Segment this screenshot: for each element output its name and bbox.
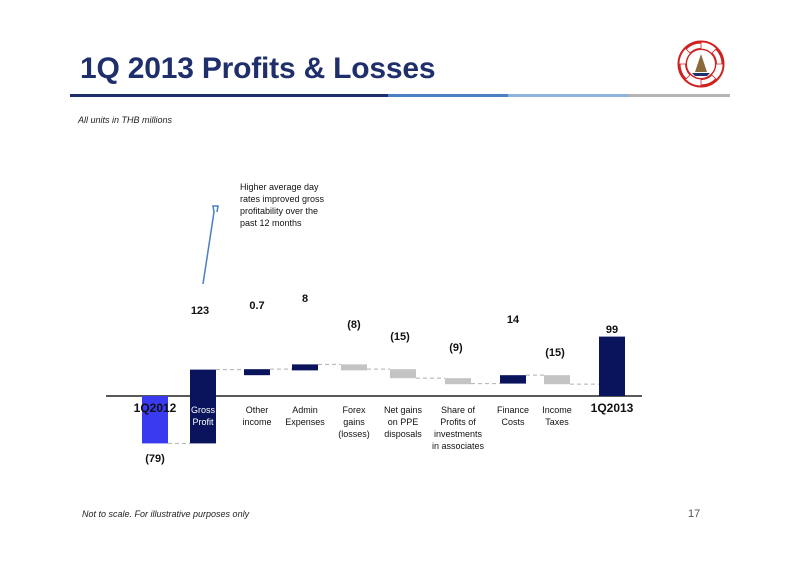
category-label-10: 1Q2013	[591, 401, 634, 415]
value-label-9: (15)	[545, 347, 565, 359]
bar-10	[599, 336, 625, 396]
gross-profit-annotation: Higher average day rates improved gross …	[240, 182, 325, 228]
bar-7	[445, 378, 471, 385]
title-rule-segment-2	[388, 94, 508, 97]
category-label-3: Other income	[242, 405, 271, 427]
page-number: 17	[688, 508, 701, 520]
bar-3	[244, 369, 270, 376]
bar-2	[190, 369, 216, 444]
category-label-1: 1Q2012	[134, 401, 177, 415]
footnote: Not to scale. For illustrative purposes …	[82, 509, 250, 519]
category-label-7: Share of Profits of investments in associat…	[432, 405, 485, 451]
bar-5	[341, 364, 367, 371]
value-label-1: (79)	[145, 453, 165, 465]
title-rule-segment-3	[508, 94, 628, 97]
value-label-10: 99	[606, 324, 618, 336]
units-note: All units in THB millions	[78, 115, 173, 125]
category-label-9: Income Taxes	[542, 405, 572, 427]
value-label-6: (15)	[390, 331, 410, 343]
value-label-3: 0.7	[249, 300, 264, 312]
bar-6	[390, 369, 416, 379]
category-label-8: Finance Costs	[497, 405, 529, 427]
bar-4	[292, 364, 318, 371]
annotation-pointer	[202, 205, 219, 285]
value-label-5: (8)	[347, 319, 361, 331]
category-label-4: Admin Expenses	[285, 405, 325, 427]
bar-8	[500, 375, 526, 384]
category-label-5: Forex gains (losses)	[338, 405, 370, 439]
value-label-4: 8	[302, 293, 308, 305]
page-title: 1Q 2013 Profits & Losses	[80, 52, 436, 85]
title-rule-segment-4	[628, 94, 730, 97]
value-label-2: 123	[191, 305, 209, 317]
company-logo	[677, 40, 725, 88]
category-label-2: Gross Profit	[191, 405, 216, 427]
bar-1	[142, 396, 168, 444]
bar-9	[544, 375, 570, 385]
title-rule-segment-1	[70, 94, 388, 97]
value-label-7: (9)	[449, 342, 463, 354]
category-label-6: Net gains on PPE disposals	[384, 405, 423, 439]
value-label-8: 14	[507, 314, 520, 326]
